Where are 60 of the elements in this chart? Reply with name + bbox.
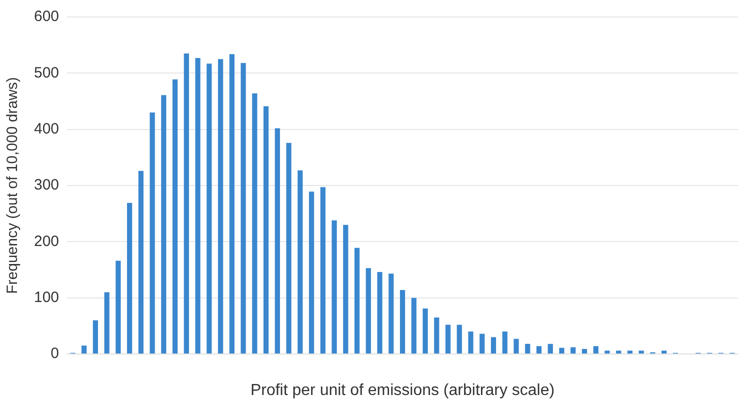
bar bbox=[593, 346, 598, 354]
y-tick-label: 100 bbox=[34, 288, 60, 306]
bar bbox=[308, 192, 314, 354]
bar bbox=[388, 274, 394, 354]
bar bbox=[514, 338, 519, 354]
bar bbox=[434, 317, 440, 354]
bar bbox=[627, 350, 633, 354]
bar bbox=[274, 128, 280, 354]
bar bbox=[411, 298, 416, 354]
bar bbox=[422, 308, 428, 354]
bar bbox=[525, 344, 530, 354]
bar bbox=[298, 170, 303, 354]
bar bbox=[229, 54, 234, 354]
bar bbox=[104, 292, 110, 354]
bar bbox=[604, 350, 610, 354]
bar bbox=[468, 332, 474, 354]
bar bbox=[116, 260, 121, 354]
x-axis-title: Profit per unit of emissions (arbitrary scale) bbox=[250, 382, 555, 399]
bar bbox=[559, 348, 564, 354]
bar bbox=[263, 106, 269, 354]
bar bbox=[138, 170, 144, 354]
bar bbox=[150, 112, 155, 354]
bar bbox=[172, 79, 178, 354]
bar bbox=[320, 187, 326, 354]
bar bbox=[490, 337, 496, 354]
bar bbox=[286, 142, 292, 354]
bar bbox=[502, 332, 508, 354]
bar bbox=[366, 268, 371, 354]
bar bbox=[206, 64, 212, 354]
y-tick-label: 0 bbox=[50, 345, 60, 362]
y-tick-label: 500 bbox=[34, 64, 60, 82]
bar bbox=[638, 350, 644, 354]
bar bbox=[536, 346, 542, 354]
bar bbox=[127, 202, 132, 354]
bar bbox=[400, 290, 406, 354]
y-tick-label: 300 bbox=[34, 176, 60, 194]
y-tick-label: 400 bbox=[34, 120, 60, 138]
bar bbox=[570, 347, 576, 354]
bar bbox=[582, 348, 588, 354]
bar bbox=[456, 324, 462, 354]
bar bbox=[343, 224, 348, 354]
bar bbox=[332, 220, 337, 354]
y-axis-title: Frequency (out of 10,000 draws) bbox=[4, 77, 22, 294]
y-tick-label: 600 bbox=[34, 8, 60, 26]
bar bbox=[195, 58, 200, 354]
bar bbox=[82, 346, 87, 354]
bar bbox=[252, 93, 258, 354]
bar bbox=[92, 320, 98, 354]
bar bbox=[354, 248, 360, 354]
bar bbox=[240, 63, 246, 354]
bar bbox=[662, 350, 667, 354]
bar bbox=[616, 350, 622, 354]
bar bbox=[377, 272, 382, 354]
y-tick-label: 200 bbox=[34, 232, 60, 250]
bar bbox=[218, 59, 224, 354]
bar bbox=[161, 95, 166, 354]
bar bbox=[445, 324, 451, 354]
bar bbox=[184, 54, 189, 354]
bar bbox=[548, 344, 553, 354]
bar bbox=[480, 334, 485, 354]
